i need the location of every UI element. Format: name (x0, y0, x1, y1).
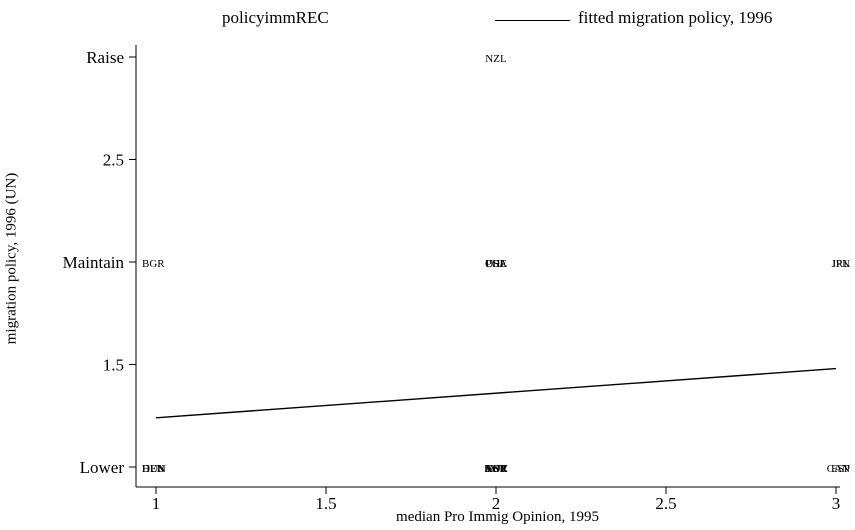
point-label: POL (486, 258, 507, 270)
x-tick-label: 2.5 (655, 494, 676, 513)
point-label: JPN (832, 258, 850, 270)
point-label: NOR (484, 463, 508, 475)
x-tick-label: 2 (492, 494, 501, 513)
point-label: ESP (831, 463, 850, 475)
fitted-line-layer (155, 367, 837, 419)
y-axis-title: migration policy, 1996 (UN) (3, 172, 20, 345)
point-label: NZL (485, 53, 507, 65)
point-label: SWE (484, 463, 508, 475)
y-ticks: Lower 1.5 Maintain 2.5 Raise (63, 48, 136, 477)
y-tick-label: Maintain (63, 253, 125, 272)
point-label: IRL (832, 258, 850, 270)
y-tick-label: 1.5 (103, 356, 124, 375)
y-tick-label: Raise (86, 48, 124, 67)
fitted-line (155, 367, 837, 419)
legend-entry-fitted: fitted migration policy, 1996 (578, 8, 773, 27)
point-label: DEU (142, 463, 165, 475)
point-label: CHE (485, 258, 507, 270)
point-label: AUT (485, 463, 508, 475)
point-label: BGR (142, 258, 165, 270)
x-tick-label: 3 (832, 494, 841, 513)
legend-entry-scatter: policyimmREC (222, 8, 329, 27)
point-label: ESP (487, 463, 506, 475)
point-label: CAN (827, 463, 850, 475)
point-label: GBR (485, 463, 508, 475)
point-label: HUN (142, 463, 166, 475)
x-axis-title: median Pro Immig Opinion, 1995 (396, 509, 599, 525)
x-ticks: 1 1.5 2 2.5 3 (152, 487, 841, 513)
point-label: USA (485, 258, 507, 270)
x-tick-label: 1 (152, 494, 161, 513)
y-tick-label: Lower (80, 458, 125, 477)
y-tick-label: 2.5 (103, 151, 124, 170)
axes (135, 45, 840, 488)
point-label: DEN (142, 463, 165, 475)
x-tick-label: 1.5 (315, 494, 336, 513)
legend-line-swatch (495, 20, 570, 21)
